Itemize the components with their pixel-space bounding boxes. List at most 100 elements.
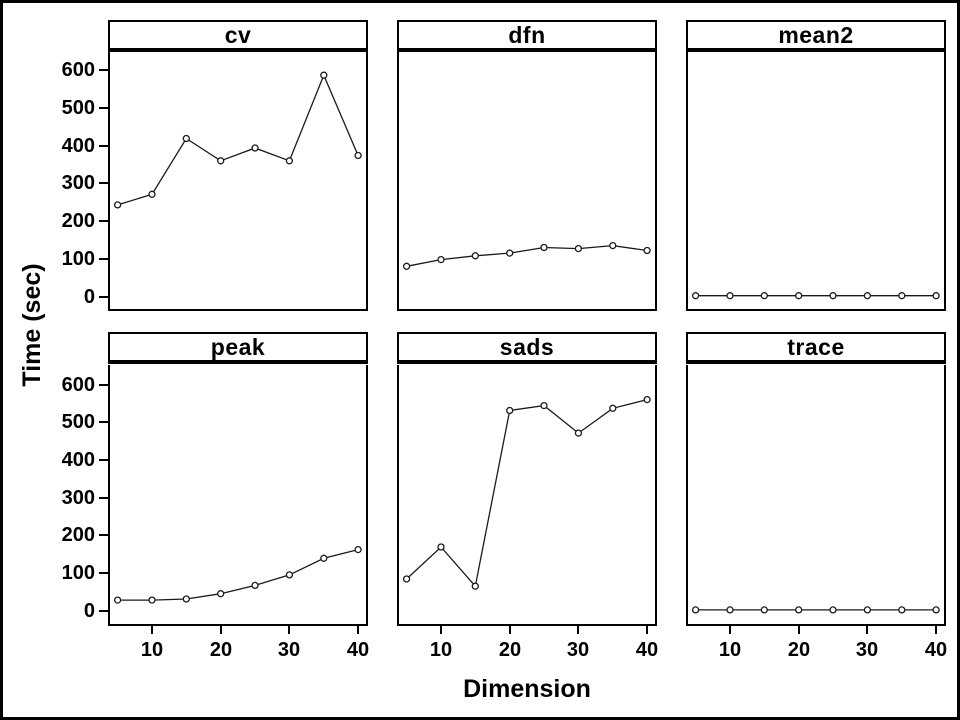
x-tick [646,626,648,634]
x-tick [288,626,290,634]
y-tick-label: 0 [83,600,95,622]
data-point-mean2 [829,292,837,300]
y-tick [99,220,108,222]
y-tick [99,182,108,184]
data-point-sads [471,582,479,590]
x-tick-label: 30 [277,639,301,661]
data-point-sads [506,406,514,415]
y-tick-label: 200 [61,210,95,232]
data-point-peak [320,554,328,562]
panel-strip-cv: cv [108,20,368,52]
panel-plot-trace [686,365,946,626]
panel-canvas-mean2 [686,52,946,311]
panel-title-cv: cv [224,21,252,48]
y-tick [99,610,108,612]
y-tick [99,384,108,386]
panel-border [108,365,368,626]
data-point-peak [354,545,362,554]
data-point-cv [148,190,156,198]
data-point-mean2 [760,292,768,300]
data-point-trace [691,606,700,614]
data-point-cv [113,201,122,209]
data-point-dfn [402,262,411,270]
y-axis-title: Time (sec) [18,263,46,387]
y-tick [99,459,108,461]
x-tick [935,626,937,634]
y-tick [99,534,108,536]
x-tick [798,626,800,634]
y-tick [99,296,108,298]
panel-border [686,365,946,626]
y-tick-label: 500 [61,97,95,119]
data-point-sads [437,543,445,551]
panel-title-peak: peak [210,333,266,360]
x-tick-label: 10 [429,639,453,661]
data-point-dfn [437,255,445,264]
x-tick-label: 10 [718,639,742,661]
y-tick [99,572,108,574]
x-tick [440,626,442,634]
data-point-peak [148,596,156,604]
data-point-trace [760,606,768,614]
x-tick [220,626,222,634]
data-point-trace [795,606,803,614]
panel-plot-mean2 [686,52,946,311]
panel-strip-mean2: mean2 [686,20,946,52]
x-tick-label: 30 [855,639,879,661]
x-tick-label: 20 [209,639,233,661]
y-tick-label: 400 [61,135,95,157]
panel-border [108,52,368,311]
panel-plot-cv [108,52,368,311]
data-point-dfn [540,243,548,252]
panel-plot-dfn [397,52,657,311]
data-point-dfn [506,249,514,257]
data-point-trace [829,606,837,614]
x-tick [151,626,153,634]
panel-border [397,52,657,311]
x-tick-label: 20 [498,639,522,661]
x-tick-label: 20 [787,639,811,661]
y-tick-label: 100 [61,248,95,270]
y-tick-label: 400 [61,449,95,471]
x-tick-label: 40 [346,639,370,661]
y-tick [99,107,108,109]
panel-canvas-peak [108,365,368,626]
panel-title-mean2: mean2 [778,21,854,48]
y-tick [99,421,108,423]
y-tick-label: 300 [61,172,95,194]
data-point-cv [354,151,362,160]
y-tick-label: 600 [61,59,95,81]
data-point-cv [217,157,225,165]
panel-strip-sads: sads [397,332,657,364]
data-point-sads [402,575,411,583]
data-point-trace [898,606,906,614]
y-tick [99,145,108,147]
x-tick [577,626,579,634]
y-tick [99,497,108,499]
data-point-trace [932,606,940,614]
panel-strip-dfn: dfn [397,20,657,52]
data-point-dfn [471,252,479,260]
data-point-trace [863,606,872,614]
data-point-mean2 [726,292,734,300]
series-line-peak [117,548,359,601]
y-tick [99,69,108,71]
series-line-sads [406,398,648,588]
data-point-peak [285,571,294,579]
data-point-cv [182,134,190,143]
y-tick-label: 200 [61,524,95,546]
x-tick [866,626,868,634]
panel-strip-peak: peak [108,332,368,364]
panel-border [686,52,946,311]
panel-plot-peak [108,365,368,626]
data-point-mean2 [691,292,700,300]
data-point-dfn [574,244,583,253]
data-point-sads [540,401,548,410]
data-point-peak [217,590,225,598]
y-tick-label: 0 [83,286,95,308]
data-point-dfn [609,241,617,250]
x-tick [729,626,731,634]
data-point-mean2 [863,292,872,300]
y-tick-label: 500 [61,411,95,433]
data-point-sads [643,395,651,404]
